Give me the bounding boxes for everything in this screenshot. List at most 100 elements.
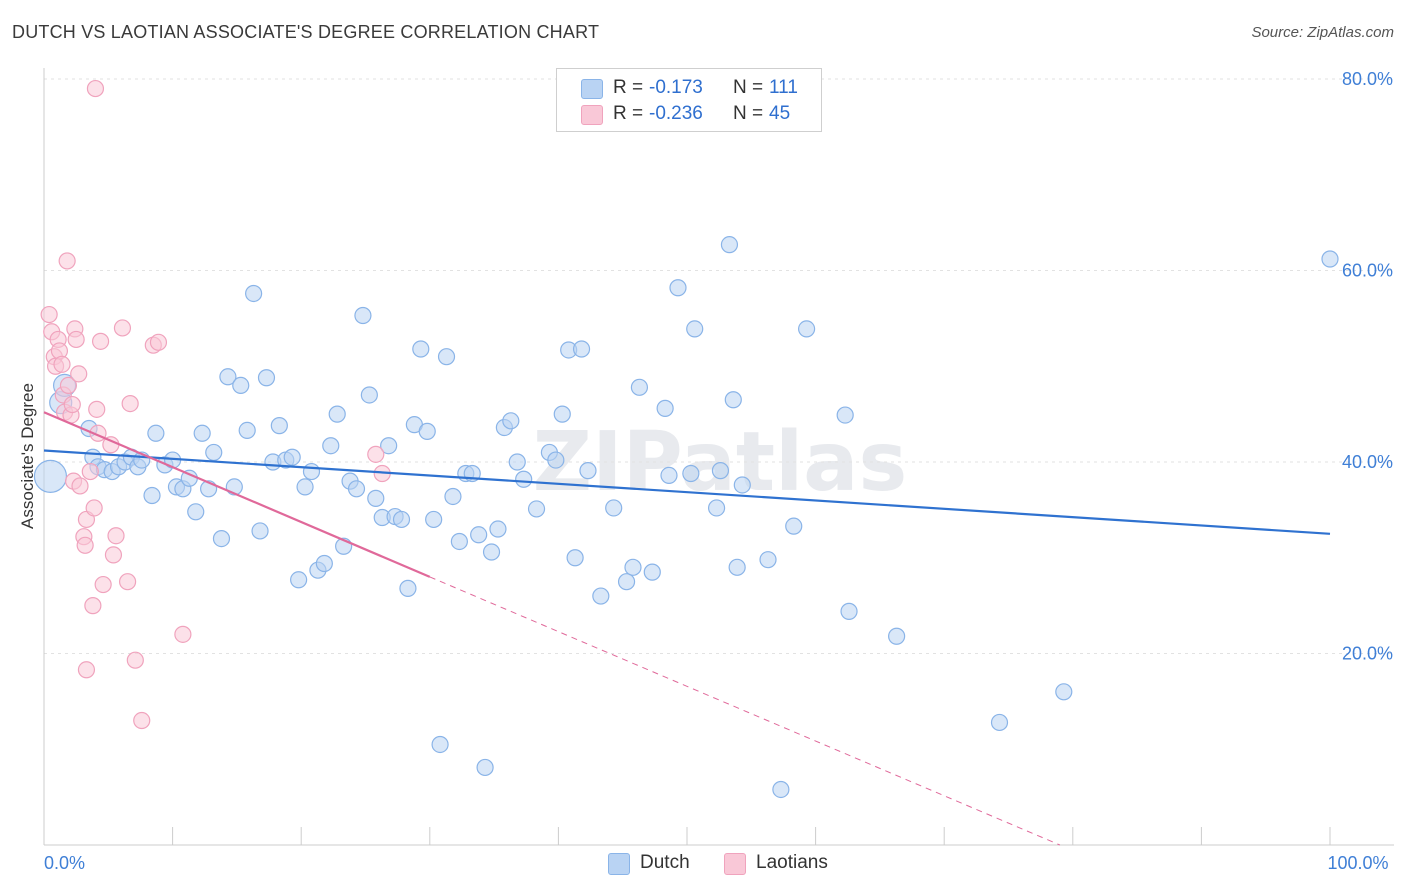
laotians-point: [113, 319, 132, 337]
dutch-point: [990, 713, 1009, 732]
dutch-point: [399, 579, 417, 597]
dutch-point: [772, 780, 790, 799]
dutch-point: [425, 510, 443, 529]
dutch-point: [187, 503, 205, 521]
r-label: R =: [613, 77, 644, 98]
laotians-legend-label: Laotians: [756, 852, 828, 873]
dutch-point: [515, 470, 533, 488]
correlation-legend: R = -0.173 N = 111 R = -0.236 N = 45: [556, 68, 822, 132]
laotians-point: [121, 394, 139, 413]
x-tick-label: 100.0%: [1327, 853, 1388, 873]
dutch-point: [660, 466, 678, 485]
n-value: 111: [769, 77, 798, 98]
r-value: -0.236: [649, 103, 703, 124]
dutch-point: [579, 462, 597, 480]
dutch-point: [707, 499, 726, 517]
laotians-trend-line: [43, 411, 431, 578]
dutch-point: [502, 412, 520, 430]
dutch-point: [328, 405, 346, 423]
dutch-point: [238, 421, 256, 440]
dutch-point: [347, 480, 366, 498]
laotians-point: [53, 355, 71, 373]
laotians-point: [84, 597, 102, 615]
laotians-point: [118, 573, 137, 591]
dutch-point: [418, 422, 436, 440]
dutch-point: [290, 571, 308, 589]
dutch-point: [302, 462, 321, 481]
dutch-point: [617, 573, 636, 591]
dutch-point: [205, 443, 223, 462]
dutch-point: [643, 563, 661, 581]
laotians-point: [77, 661, 96, 679]
dutch-point: [836, 406, 854, 424]
dutch-point: [212, 529, 231, 548]
dutch-point: [592, 587, 610, 605]
dutch-point: [482, 543, 501, 561]
laotians-point: [104, 546, 123, 564]
dutch-point: [547, 451, 565, 469]
dutch-point: [1055, 683, 1073, 701]
dutch-point: [566, 549, 584, 567]
laotians-point: [94, 575, 112, 594]
dutch-point: [572, 340, 591, 358]
dutch-point: [669, 279, 687, 297]
r-label: R =: [613, 103, 644, 124]
n-value: 45: [769, 103, 791, 124]
dutch-point: [431, 735, 449, 754]
laotians-point: [71, 477, 89, 495]
dutch-point: [476, 758, 494, 777]
y-tick-label: 40.0%: [1342, 452, 1393, 472]
dutch-point: [143, 486, 161, 505]
dutch-point: [412, 340, 430, 358]
laotians-swatch: [581, 105, 603, 125]
laotians-point: [126, 651, 144, 669]
laotians-legend-swatch: [724, 853, 746, 875]
r-value: -0.173: [649, 77, 703, 98]
laotians-point: [367, 445, 385, 463]
dutch-point: [553, 405, 571, 423]
dutch-legend-swatch: [608, 853, 630, 875]
dutch-point: [785, 517, 803, 535]
dutch-point: [720, 236, 739, 254]
dutch-point: [437, 348, 456, 366]
dutch-point: [360, 386, 378, 404]
dutch-point: [147, 424, 165, 442]
dutch-point: [283, 448, 301, 466]
dutch-point: [656, 399, 674, 417]
dutch-point: [682, 464, 700, 483]
dutch-point: [724, 391, 742, 409]
chart-title: DUTCH VS LAOTIAN ASSOCIATE'S DEGREE CORR…: [12, 22, 600, 42]
dutch-point: [888, 627, 906, 645]
dutch-point: [527, 500, 546, 518]
dutch-point: [759, 551, 777, 569]
dutch-legend-label: Dutch: [640, 852, 690, 873]
chart-source: Source: ZipAtlas.com: [1251, 24, 1394, 41]
laotians-point: [58, 252, 76, 270]
dutch-point: [605, 499, 623, 517]
n-label: N =: [733, 77, 764, 98]
laotians-point: [107, 527, 125, 545]
laotians-point: [40, 305, 58, 324]
x-tick-label: 0.0%: [44, 853, 85, 873]
dutch-swatch: [581, 79, 603, 99]
y-tick-label: 60.0%: [1342, 261, 1393, 281]
dutch-point: [380, 437, 398, 455]
dutch-point: [257, 369, 276, 387]
y-tick-label: 20.0%: [1342, 644, 1393, 664]
dutch-point: [270, 417, 288, 435]
dutch-point: [296, 478, 314, 496]
laotians-point: [85, 499, 103, 517]
y-axis-label: Associate's Degree: [18, 383, 37, 529]
y-tick-label: 80.0%: [1342, 69, 1393, 89]
laotians-point: [59, 376, 78, 394]
dutch-point: [733, 476, 751, 494]
dutch-point: [630, 378, 649, 396]
dutch-point: [728, 558, 746, 576]
dutch-point: [624, 558, 642, 576]
laotians-point: [67, 330, 85, 349]
n-label: N =: [733, 103, 764, 124]
dutch-point: [686, 320, 704, 338]
dutch-point: [797, 320, 816, 338]
laotians-point: [174, 625, 192, 643]
